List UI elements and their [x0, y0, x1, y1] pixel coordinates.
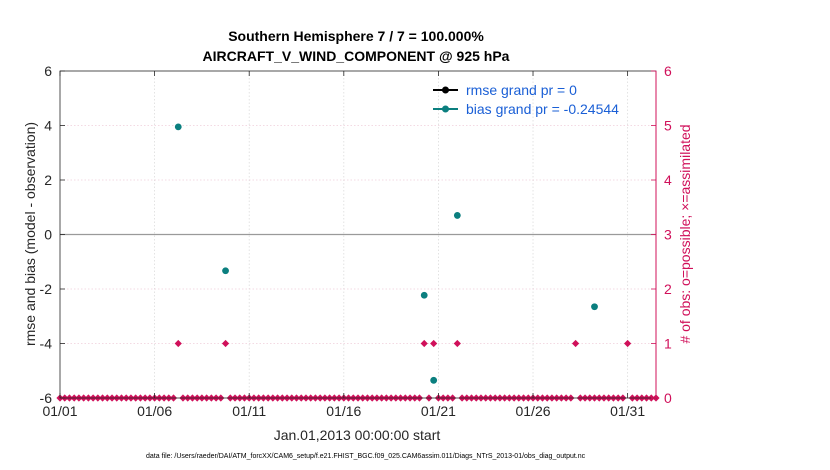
bias-series-points — [174, 123, 598, 384]
right-tick-label: 5 — [664, 118, 672, 134]
x-tick-label: 01/01 — [42, 403, 77, 419]
data-file-footnote: data file: /Users/raeder/DAI/ATM_forcXX/… — [146, 453, 586, 460]
y-tick-label: 6 — [44, 63, 52, 79]
legend: rmse grand pr = 0 bias grand pr = -0.245… — [433, 82, 619, 117]
x-tick-label: 01/31 — [610, 403, 645, 419]
legend-rmse-marker — [442, 86, 449, 94]
obs-count-nonzero-marker — [174, 339, 182, 348]
x-tick-label: 01/26 — [515, 403, 550, 419]
y-tick-label: 2 — [44, 172, 52, 188]
x-tick-label: 01/16 — [326, 403, 361, 419]
legend-rmse-label: rmse grand pr = 0 — [466, 82, 577, 98]
chart-title-line2: AIRCRAFT_V_WIND_COMPONENT @ 925 hPa — [203, 48, 510, 64]
legend-bias-label: bias grand pr = -0.24544 — [466, 101, 619, 117]
y-axis-label: rmse and bias (model - observation) — [22, 122, 38, 346]
chart-title-line1: Southern Hemisphere 7 / 7 = 100.000% — [228, 28, 484, 44]
right-tick-label: 4 — [664, 172, 672, 188]
bias-point — [174, 123, 182, 131]
bias-point — [591, 303, 598, 311]
right-tick-label: 6 — [664, 63, 672, 79]
obs-count-nonzero-marker — [571, 339, 580, 348]
obs-count-nonzero-marker — [420, 339, 428, 348]
obs-count-nonzero-marker — [430, 339, 438, 348]
bias-point — [430, 376, 438, 384]
x-axis-ticks: 01/01 01/06 01/11 01/16 01/21 01/26 01/31 — [42, 71, 645, 419]
y-tick-label: 0 — [44, 227, 52, 243]
y-tick-label: 4 — [44, 118, 52, 134]
x-tick-label: 01/11 — [232, 403, 266, 419]
x-tick-label: 01/21 — [421, 403, 456, 419]
right-tick-label: 0 — [664, 390, 672, 406]
bias-point — [420, 291, 428, 299]
y-tick-label: -2 — [40, 281, 53, 297]
obs-count-nonzero-marker — [221, 339, 230, 348]
right-tick-label: 3 — [664, 227, 672, 243]
bias-point — [222, 267, 229, 275]
y-tick-label: -4 — [40, 336, 53, 352]
y-axis-ticks: 6 4 2 0 -2 -4 -6 — [40, 63, 65, 406]
obs-count-nonzero-marker — [453, 339, 461, 348]
obs-count-nonzero-marker — [624, 339, 632, 348]
right-axis-label: # of obs: o=possible; ×=assimilated — [677, 124, 693, 343]
right-tick-label: 2 — [664, 281, 672, 297]
x-axis-label: Jan.01,2013 00:00:00 start — [274, 427, 441, 443]
right-tick-label: 1 — [664, 336, 672, 352]
right-axis-ticks: 6 5 4 3 2 1 0 — [651, 63, 672, 406]
x-tick-label: 01/06 — [137, 403, 172, 419]
bias-point — [453, 212, 461, 219]
y-tick-label: -6 — [40, 390, 53, 406]
legend-bias-marker — [442, 105, 449, 113]
